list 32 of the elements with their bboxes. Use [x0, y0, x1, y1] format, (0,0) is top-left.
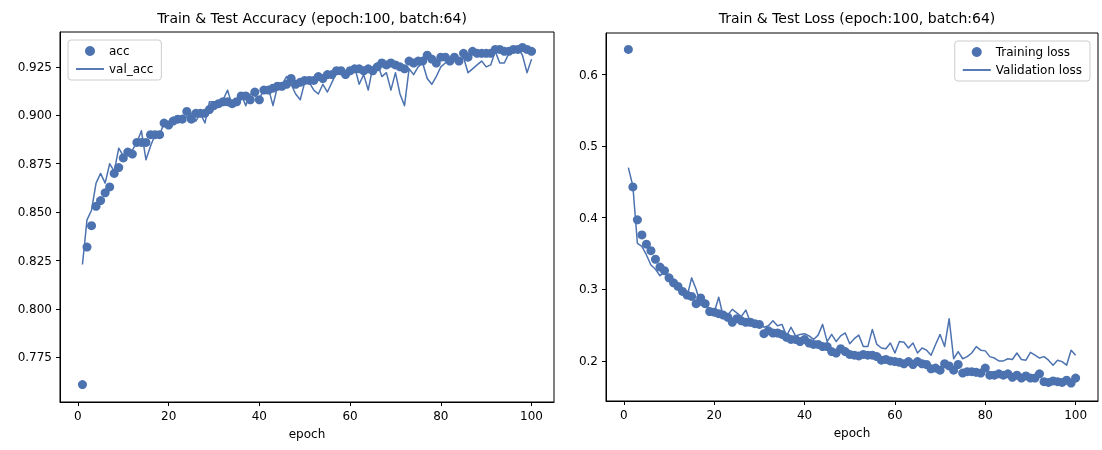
chart-title: Train & Test Accuracy (epoch:100, batch:64) [156, 10, 467, 26]
x-tick-label: 0 [74, 409, 82, 423]
legend-label: Validation loss [995, 63, 1082, 77]
x-tick-label: 20 [706, 408, 722, 422]
x-tick-label: 80 [977, 408, 993, 422]
x-tick-label: 60 [887, 408, 903, 422]
y-tick-label: 0.850 [17, 205, 52, 220]
y-tick-label: 0.6 [578, 67, 598, 82]
x-axis-title: epoch [288, 427, 326, 441]
x-tick-label: 20 [161, 409, 177, 423]
x-tick-label: 100 [1064, 408, 1088, 422]
y-tick-label: 0.900 [17, 108, 52, 123]
x-tick-label: 60 [342, 409, 358, 423]
legend-label: val_acc [109, 62, 154, 76]
y-tick-label: 0.925 [17, 59, 52, 74]
x-tick-label: 100 [520, 409, 543, 423]
x-tick-label: 0 [620, 408, 628, 422]
y-tick-label: 0.4 [578, 210, 598, 225]
x-tick-label: 40 [796, 408, 813, 422]
x-tick-label: 40 [251, 409, 268, 423]
y-tick-label: 0.3 [578, 282, 598, 297]
y-tick-label: 0.2 [578, 353, 598, 368]
x-tick-label: 80 [433, 409, 449, 423]
y-tick-label: 0.825 [17, 253, 52, 268]
y-tick-label: 0.775 [17, 350, 52, 365]
legend-label: acc [109, 44, 130, 58]
y-tick-label: 0.5 [578, 139, 598, 154]
chart-title: Train & Test Loss (epoch:100, batch:64) [717, 10, 996, 26]
x-axis-title: epoch [833, 426, 871, 440]
y-tick-label: 0.800 [17, 302, 52, 317]
legend-label: Training loss [994, 45, 1071, 59]
y-tick-label: 0.875 [17, 156, 52, 171]
